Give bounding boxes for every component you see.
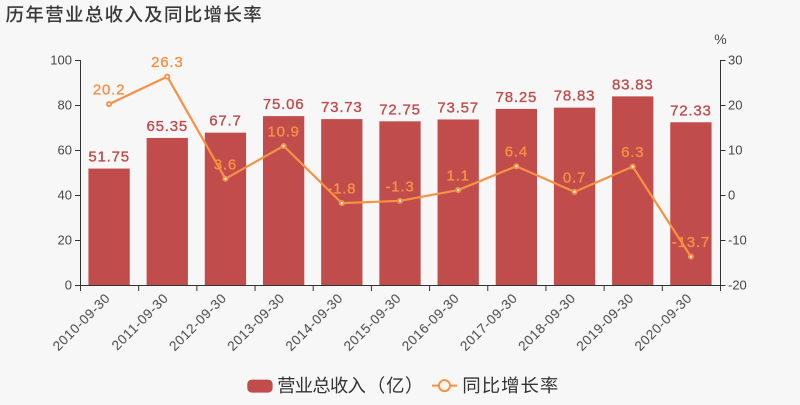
svg-text:0: 0 xyxy=(728,188,735,203)
svg-text:67.7: 67.7 xyxy=(209,113,241,130)
svg-text:-1.8: -1.8 xyxy=(327,181,356,198)
svg-text:75.06: 75.06 xyxy=(263,96,305,113)
svg-text:-1.3: -1.3 xyxy=(385,178,414,195)
svg-text:100: 100 xyxy=(50,53,72,68)
svg-text:10: 10 xyxy=(728,143,742,158)
svg-text:65.35: 65.35 xyxy=(146,118,188,135)
svg-text:30: 30 xyxy=(728,53,742,68)
svg-text:72.33: 72.33 xyxy=(670,102,712,119)
svg-text:73.57: 73.57 xyxy=(437,99,479,116)
svg-text:-20: -20 xyxy=(728,278,747,293)
svg-text:-10: -10 xyxy=(728,233,747,248)
svg-text:72.75: 72.75 xyxy=(379,101,421,118)
svg-text:%: % xyxy=(714,31,726,47)
svg-text:6.3: 6.3 xyxy=(621,144,644,161)
svg-text:83.83: 83.83 xyxy=(612,76,654,93)
svg-text:1.1: 1.1 xyxy=(447,168,470,185)
svg-text:6.4: 6.4 xyxy=(505,144,528,161)
svg-text:80: 80 xyxy=(58,98,72,113)
svg-text:73.73: 73.73 xyxy=(321,99,363,116)
svg-text:20: 20 xyxy=(728,98,742,113)
svg-text:26.3: 26.3 xyxy=(151,54,183,71)
svg-text:40: 40 xyxy=(58,188,72,203)
svg-text:0.7: 0.7 xyxy=(563,169,586,186)
svg-text:-13.7: -13.7 xyxy=(672,234,710,251)
svg-text:78.83: 78.83 xyxy=(554,88,596,105)
svg-text:78.25: 78.25 xyxy=(496,89,538,106)
svg-text:10.9: 10.9 xyxy=(267,123,299,140)
svg-text:20: 20 xyxy=(58,233,72,248)
svg-text:0: 0 xyxy=(65,278,72,293)
svg-text:51.75: 51.75 xyxy=(88,149,130,166)
svg-text:20.2: 20.2 xyxy=(93,82,125,99)
svg-text:60: 60 xyxy=(58,143,72,158)
svg-text:3.6: 3.6 xyxy=(214,156,237,173)
